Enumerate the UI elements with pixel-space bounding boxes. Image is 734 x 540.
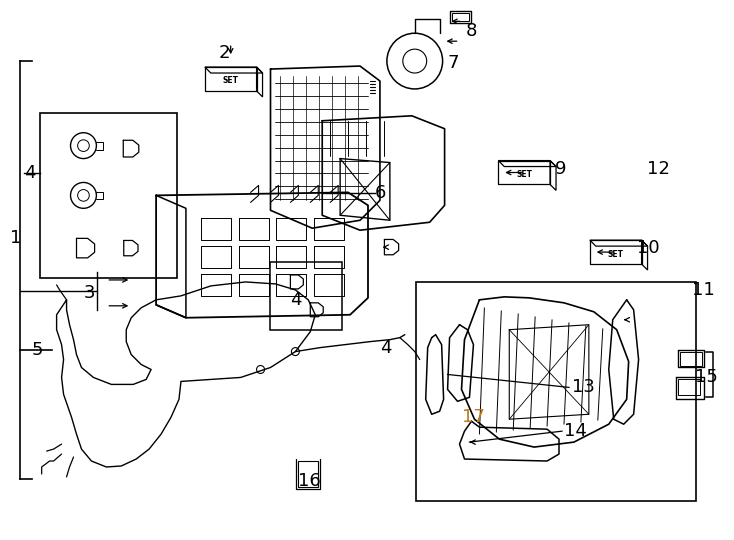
Text: 1: 1 [10,229,21,247]
Text: 17: 17 [462,408,484,426]
Text: 2: 2 [219,44,230,62]
Text: 10: 10 [636,239,659,257]
Bar [415,282,697,501]
Text: 5: 5 [32,341,43,359]
Text: SET: SET [516,170,532,179]
Bar [40,113,177,278]
Text: 4: 4 [291,291,302,309]
Text: 15: 15 [695,368,718,387]
Text: 4: 4 [380,339,391,356]
Text: 4: 4 [23,164,35,181]
Text: 8: 8 [465,22,477,40]
Bar [271,262,342,330]
Text: SET: SET [222,77,239,85]
Bar [298,461,319,487]
Text: 3: 3 [84,284,95,302]
Bar [680,352,702,366]
Text: 14: 14 [564,422,587,440]
Text: 11: 11 [692,281,715,299]
Bar [678,380,700,395]
Text: SET: SET [608,249,624,259]
Text: 6: 6 [375,184,386,202]
Bar [451,14,470,21]
Text: 16: 16 [298,472,321,490]
Text: 9: 9 [555,159,567,178]
Text: 7: 7 [448,54,459,72]
Text: 12: 12 [647,159,669,178]
Text: 13: 13 [572,379,595,396]
